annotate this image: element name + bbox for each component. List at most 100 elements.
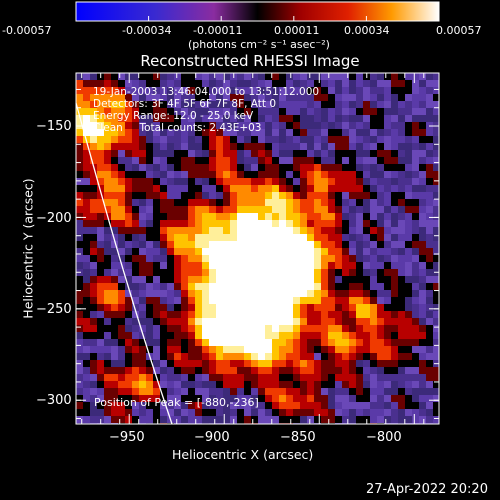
heatmap-cell (349, 325, 356, 332)
heatmap-cell (426, 262, 433, 269)
heatmap-cell (251, 262, 258, 269)
heatmap-cell (125, 80, 132, 87)
heatmap-cell (160, 213, 167, 220)
heatmap-cell (328, 360, 335, 367)
heatmap-cell (286, 157, 293, 164)
heatmap-cell (307, 353, 314, 360)
heatmap-cell (195, 115, 202, 122)
heatmap-cell (258, 318, 265, 325)
heatmap-cell (314, 325, 321, 332)
heatmap-cell (111, 192, 118, 199)
heatmap-cell (307, 416, 314, 423)
heatmap-cell (321, 157, 328, 164)
heatmap-cell (174, 171, 181, 178)
heatmap-cell (342, 381, 349, 388)
heatmap-cell (216, 269, 223, 276)
heatmap-cell (321, 339, 328, 346)
heatmap-cell (195, 136, 202, 143)
heatmap-cell (286, 164, 293, 171)
heatmap-cell (384, 94, 391, 101)
heatmap-cell (209, 80, 216, 87)
heatmap-cell (307, 395, 314, 402)
heatmap-cell (307, 185, 314, 192)
heatmap-cell (188, 87, 195, 94)
heatmap-cell (356, 80, 363, 87)
heatmap-cell (104, 332, 111, 339)
heatmap-cell (307, 143, 314, 150)
heatmap-cell (146, 374, 153, 381)
heatmap-cell (118, 80, 125, 87)
heatmap-cell (181, 248, 188, 255)
heatmap-cell (293, 157, 300, 164)
heatmap-cell (433, 192, 439, 199)
heatmap-cell (356, 220, 363, 227)
heatmap-cell (223, 276, 230, 283)
heatmap-cell (181, 115, 188, 122)
heatmap-cell (398, 241, 405, 248)
heatmap-cell (377, 192, 384, 199)
heatmap-cell (83, 241, 90, 248)
heatmap-cell (97, 255, 104, 262)
heatmap-cell (370, 192, 377, 199)
heatmap-cell (433, 213, 439, 220)
heatmap-cell (293, 178, 300, 185)
heatmap-cell (104, 129, 111, 136)
heatmap-cell (412, 115, 419, 122)
heatmap-cell (76, 262, 83, 269)
heatmap-cell (188, 360, 195, 367)
heatmap-cell (405, 255, 412, 262)
heatmap-cell (167, 150, 174, 157)
heatmap-cell (125, 101, 132, 108)
heatmap-cell (433, 227, 439, 234)
heatmap-cell (195, 276, 202, 283)
heatmap-cell (111, 332, 118, 339)
heatmap-cell (97, 206, 104, 213)
heatmap-cell (419, 360, 426, 367)
heatmap-cell (104, 199, 111, 206)
heatmap-cell (286, 192, 293, 199)
heatmap-cell (419, 276, 426, 283)
heatmap-cell (125, 346, 132, 353)
heatmap-cell (426, 332, 433, 339)
heatmap-cell (202, 150, 209, 157)
heatmap-cell (90, 150, 97, 157)
heatmap-cell (251, 94, 258, 101)
heatmap-cell (76, 297, 83, 304)
heatmap-cell (223, 129, 230, 136)
heatmap-cell (153, 164, 160, 171)
heatmap-cell (412, 255, 419, 262)
heatmap-cell (188, 108, 195, 115)
heatmap-cell (377, 381, 384, 388)
heatmap-cell (125, 192, 132, 199)
heatmap-cell (398, 248, 405, 255)
heatmap-cell (251, 318, 258, 325)
heatmap-cell (356, 304, 363, 311)
heatmap-cell (300, 402, 307, 409)
heatmap-cell (314, 80, 321, 87)
heatmap-cell (398, 262, 405, 269)
heatmap-cell (412, 213, 419, 220)
colorbar (75, 1, 440, 22)
heatmap-cell (335, 227, 342, 234)
heatmap-cell (132, 108, 139, 115)
heatmap-cell (356, 213, 363, 220)
heatmap-cell (377, 353, 384, 360)
heatmap-cell (377, 332, 384, 339)
heatmap-cell (377, 388, 384, 395)
heatmap-cell (272, 388, 279, 395)
heatmap-cell (139, 241, 146, 248)
heatmap-cell (377, 220, 384, 227)
heatmap-cell (314, 185, 321, 192)
heatmap-cell (160, 402, 167, 409)
heatmap-cell (272, 199, 279, 206)
heatmap-cell (356, 87, 363, 94)
heatmap-cell (230, 136, 237, 143)
heatmap-cell (139, 318, 146, 325)
heatmap-cell (90, 276, 97, 283)
heatmap-cell (195, 388, 202, 395)
heatmap-cell (104, 283, 111, 290)
heatmap-cell (384, 248, 391, 255)
heatmap-cell (125, 304, 132, 311)
heatmap-cell (321, 143, 328, 150)
heatmap-cell (111, 206, 118, 213)
